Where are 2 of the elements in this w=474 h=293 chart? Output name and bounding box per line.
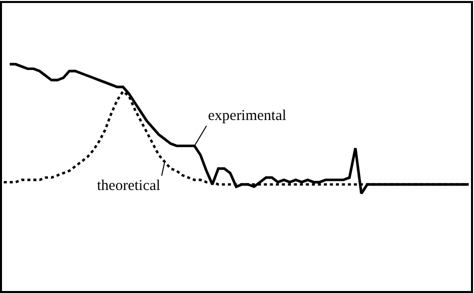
series-label: experimental xyxy=(208,108,286,124)
legend-label: theoretical xyxy=(97,178,160,194)
